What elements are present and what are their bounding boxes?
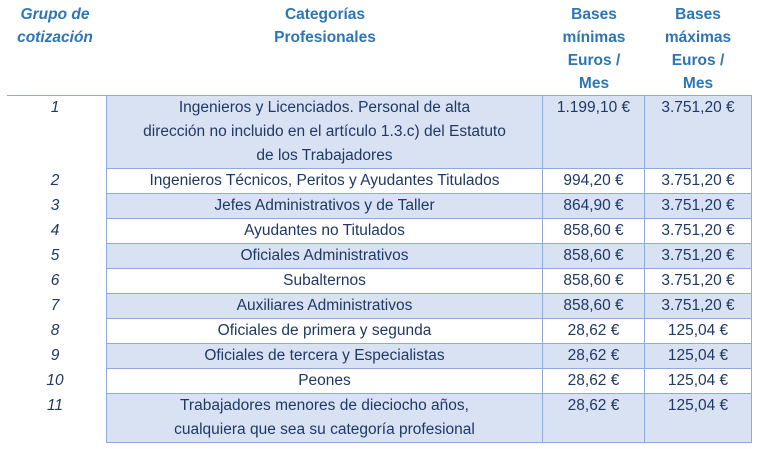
header-minimas-line: mínimas [562, 29, 626, 46]
table-row: 9 Oficiales de tercera y Especialistas 28,… [4, 344, 752, 369]
cell-grupo: 7 [50, 297, 60, 314]
categoria-line: dirección no incluido en el artículo 1.3… [143, 123, 506, 140]
header-bases-maximas: Bases máximas Euros / Mes [646, 3, 750, 95]
cell-grupo: 10 [46, 372, 64, 389]
categoria-line: Ingenieros Técnicos, Peritos y Ayudantes… [149, 172, 500, 189]
categoria-line: Oficiales de tercera y Especialistas [204, 347, 445, 364]
cell-base-minima: 858,60 € [542, 294, 644, 319]
cell-categoria: Ingenieros Técnicos, Peritos y Ayudantes… [106, 169, 542, 194]
table-row: 3 Jefes Administrativos y de Taller 864,90… [4, 194, 752, 219]
header-grupo-line: cotización [17, 29, 93, 46]
cell-base-minima: 1.199,10 € [542, 96, 644, 169]
cell-categoria: Trabajadores menores de dieciocho años, c… [106, 394, 542, 443]
cell-grupo: 8 [50, 322, 60, 339]
header-maximas-line: Mes [682, 75, 714, 92]
cell-categoria: Oficiales de tercera y Especialistas [106, 344, 542, 369]
cell-grupo: 2 [50, 172, 60, 189]
categoria-line: de los Trabajadores [256, 147, 393, 164]
header-maximas-line: Bases [675, 6, 721, 23]
categoria-line: Trabajadores menores de dieciocho años, [180, 397, 469, 414]
categoria-line: Subalternos [283, 272, 366, 289]
cell-grupo: 1 [50, 99, 60, 116]
categoria-line: Ayudantes no Titulados [244, 222, 405, 239]
cell-categoria: Subalternos [106, 269, 542, 294]
categoria-line: Peones [298, 372, 351, 389]
categoria-line: Oficiales Administrativos [240, 247, 409, 264]
cell-base-minima: 864,90 € [542, 194, 644, 219]
header-minimas-line: Mes [578, 75, 610, 92]
cell-base-minima: 28,62 € [542, 369, 644, 394]
cell-categoria: Peones [106, 369, 542, 394]
cell-base-minima: 28,62 € [542, 344, 644, 369]
header-categorias: Categorías Profesionales [110, 3, 540, 49]
cell-grupo: 11 [46, 397, 64, 414]
table-top-rule [7, 95, 752, 96]
table-row: 10 Peones 28,62 €125,04 € [4, 369, 752, 394]
table-row: 6 Subalternos 858,60 €3.751,20 € [4, 269, 752, 294]
cell-base-minima: 858,60 € [542, 269, 644, 294]
cell-categoria: Ayudantes no Titulados [106, 219, 542, 244]
cell-grupo: 6 [50, 272, 60, 289]
table-row: 2 Ingenieros Técnicos, Peritos y Ayudante… [4, 169, 752, 194]
cell-base-maxima: 3.751,20 € [644, 194, 752, 219]
cell-categoria: Oficiales Administrativos [106, 244, 542, 269]
header-minimas-line: Bases [571, 6, 617, 23]
cell-grupo: 9 [50, 347, 60, 364]
cell-base-maxima: 3.751,20 € [644, 269, 752, 294]
table-row: 1 Ingenieros y Licenciados. Personal de a… [4, 96, 752, 169]
cell-categoria: Ingenieros y Licenciados. Personal de al… [106, 96, 542, 169]
cell-base-minima: 28,62 € [542, 394, 644, 443]
header-grupo-cotizacion: Grupo de cotización [4, 3, 106, 49]
cell-base-maxima: 125,04 € [644, 319, 752, 344]
cell-grupo: 3 [50, 197, 60, 214]
cell-base-minima: 858,60 € [542, 244, 644, 269]
categoria-line: Auxiliares Administrativos [236, 297, 413, 314]
header-categorias-line: Categorías [284, 6, 366, 23]
cell-grupo: 5 [50, 247, 60, 264]
cell-base-minima: 858,60 € [542, 219, 644, 244]
cell-base-maxima: 3.751,20 € [644, 169, 752, 194]
header-minimas-line: Euros / [567, 52, 621, 69]
cell-base-maxima: 125,04 € [644, 369, 752, 394]
header-grupo-line: Grupo de [20, 6, 90, 23]
table-row: 5 Oficiales Administrativos 858,60 €3.751,… [4, 244, 752, 269]
cell-base-minima: 28,62 € [542, 319, 644, 344]
cell-base-maxima: 3.751,20 € [644, 244, 752, 269]
header-bases-minimas: Bases mínimas Euros / Mes [546, 3, 642, 95]
cell-categoria: Jefes Administrativos y de Taller [106, 194, 542, 219]
cell-categoria: Auxiliares Administrativos [106, 294, 542, 319]
bases-cotizacion-table: 1 Ingenieros y Licenciados. Personal de a… [4, 96, 752, 443]
table-row: 8 Oficiales de primera y segunda 28,62 €12… [4, 319, 752, 344]
cell-base-maxima: 3.751,20 € [644, 96, 752, 169]
cell-base-maxima: 3.751,20 € [644, 294, 752, 319]
header-categorias-line: Profesionales [274, 29, 376, 46]
categoria-line: Ingenieros y Licenciados. Personal de al… [178, 99, 471, 116]
table-row: 7 Auxiliares Administrativos 858,60 €3.751… [4, 294, 752, 319]
header-maximas-line: Euros / [671, 52, 725, 69]
categoria-line: Oficiales de primera y segunda [217, 322, 432, 339]
cell-categoria: Oficiales de primera y segunda [106, 319, 542, 344]
cell-base-maxima: 125,04 € [644, 344, 752, 369]
categoria-line: Jefes Administrativos y de Taller [214, 197, 435, 214]
cell-base-maxima: 125,04 € [644, 394, 752, 443]
cell-base-maxima: 3.751,20 € [644, 219, 752, 244]
table-row: 4 Ayudantes no Titulados 858,60 €3.751,20 … [4, 219, 752, 244]
cell-base-minima: 994,20 € [542, 169, 644, 194]
table-row: 11 Trabajadores menores de dieciocho años… [4, 394, 752, 443]
categoria-line: cualquiera que sea su categoría profesio… [174, 421, 475, 438]
cell-grupo: 4 [50, 222, 60, 239]
header-maximas-line: máximas [664, 29, 732, 46]
